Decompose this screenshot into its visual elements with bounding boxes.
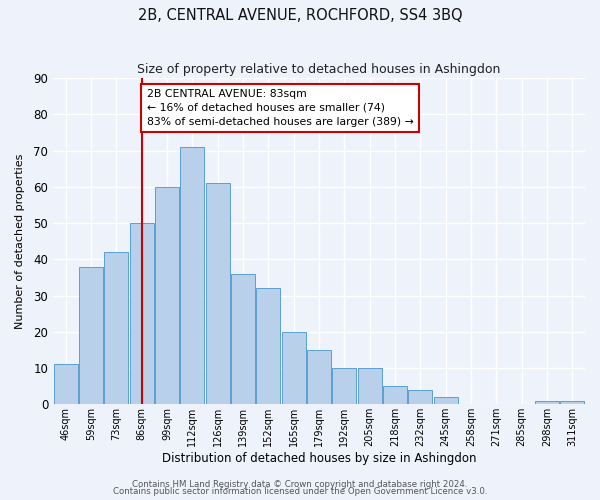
Text: 2B, CENTRAL AVENUE, ROCHFORD, SS4 3BQ: 2B, CENTRAL AVENUE, ROCHFORD, SS4 3BQ bbox=[137, 8, 463, 22]
Bar bbox=[181, 147, 205, 405]
Bar bbox=[535, 400, 559, 404]
Bar bbox=[332, 368, 356, 405]
Bar bbox=[256, 288, 280, 405]
Bar bbox=[307, 350, 331, 405]
Text: 2B CENTRAL AVENUE: 83sqm
← 16% of detached houses are smaller (74)
83% of semi-d: 2B CENTRAL AVENUE: 83sqm ← 16% of detach… bbox=[147, 89, 413, 127]
Bar bbox=[434, 397, 458, 404]
Bar bbox=[358, 368, 382, 405]
Text: Contains HM Land Registry data © Crown copyright and database right 2024.: Contains HM Land Registry data © Crown c… bbox=[132, 480, 468, 489]
X-axis label: Distribution of detached houses by size in Ashingdon: Distribution of detached houses by size … bbox=[162, 452, 476, 465]
Bar bbox=[206, 183, 230, 404]
Bar bbox=[409, 390, 433, 404]
Bar bbox=[79, 266, 103, 404]
Bar bbox=[130, 223, 154, 404]
Bar bbox=[54, 364, 78, 405]
Bar bbox=[560, 400, 584, 404]
Bar bbox=[383, 386, 407, 404]
Bar bbox=[104, 252, 128, 404]
Bar bbox=[155, 187, 179, 404]
Text: Contains public sector information licensed under the Open Government Licence v3: Contains public sector information licen… bbox=[113, 487, 487, 496]
Y-axis label: Number of detached properties: Number of detached properties bbox=[15, 154, 25, 329]
Title: Size of property relative to detached houses in Ashingdon: Size of property relative to detached ho… bbox=[137, 62, 501, 76]
Bar bbox=[231, 274, 255, 404]
Bar bbox=[281, 332, 306, 404]
